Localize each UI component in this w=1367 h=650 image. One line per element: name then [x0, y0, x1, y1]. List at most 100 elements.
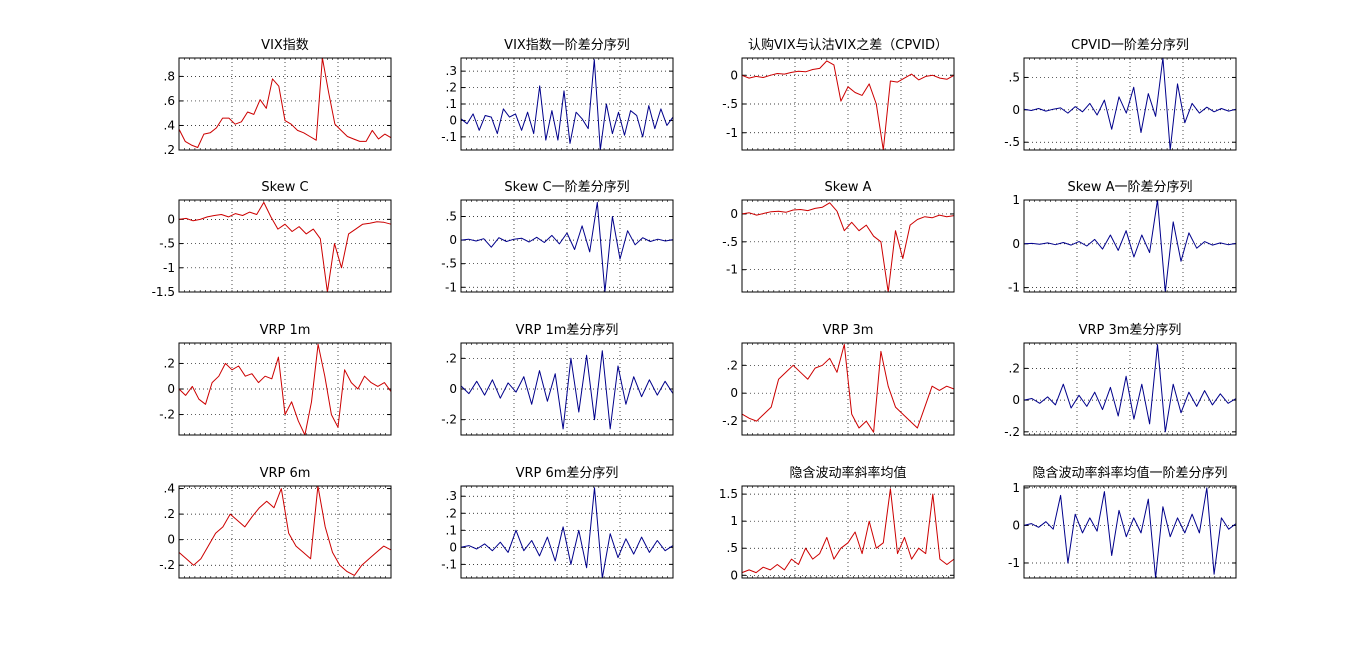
y-tick-label: 0 [730, 207, 738, 221]
series-line-blue [460, 350, 674, 430]
y-tick-label: -.5 [1004, 135, 1020, 149]
subplot-title: Skew A [825, 180, 872, 195]
series-line-red [178, 57, 392, 148]
y-tick-label: .2 [446, 506, 457, 520]
y-tick-label: 0 [1012, 518, 1020, 532]
plot-area [1024, 200, 1236, 292]
subplot-14: VRP 6m差分序列 -.1 0 .1 .2 .3 [441, 466, 674, 579]
subplot-3: 认购VIX与认沽VIX之差（CPVID） -1 -.5 0 [722, 37, 955, 151]
y-tick-label: 0 [449, 540, 457, 554]
axes-box [178, 342, 392, 436]
y-tick-label: -1 [445, 280, 457, 294]
subplot-title: 隐含波动率斜率均值 [789, 465, 906, 481]
plot-area [1024, 343, 1236, 435]
series-line-blue [1023, 199, 1237, 293]
y-tick-label: -1 [726, 126, 738, 140]
y-tick-label: .2 [164, 143, 175, 157]
subplot-title: VRP 3m [823, 323, 874, 338]
series-line-blue [1023, 57, 1237, 151]
axes-box [178, 57, 392, 151]
subplot-title: VRP 6m [260, 466, 311, 481]
axes-box [460, 485, 674, 579]
y-tick-label: 0 [730, 568, 738, 582]
y-tick-label: .1 [446, 97, 457, 111]
subplot-title: VRP 3m差分序列 [1079, 323, 1182, 338]
series-line-blue [460, 201, 674, 293]
subplot-title: 隐含波动率斜率均值一阶差分序列 [1032, 465, 1227, 481]
series-line-red [741, 202, 955, 293]
y-tick-label: .4 [164, 118, 175, 132]
y-tick-label: 1 [1012, 193, 1020, 207]
plot-area [179, 200, 391, 292]
subplot-7: Skew A -1 -.5 0 [722, 180, 955, 293]
subplot-title: Skew C一阶差分序列 [504, 180, 629, 195]
axes-box [460, 342, 674, 436]
y-tick-label: 0 [167, 212, 175, 226]
y-tick-label: .5 [1009, 70, 1020, 84]
y-tick-label: -.5 [441, 257, 457, 271]
subplot-title: VIX指数一阶差分序列 [504, 38, 630, 53]
axes-box [741, 57, 955, 151]
series-line-red [178, 201, 392, 293]
y-tick-label: -1 [726, 263, 738, 277]
y-tick-label: -.2 [159, 408, 175, 422]
y-tick-label: 0 [1012, 103, 1020, 117]
subplot-title: CPVID一阶差分序列 [1071, 38, 1189, 53]
axes-box [460, 199, 674, 293]
subplot-title: VRP 1m [260, 323, 311, 338]
subplot-title: 认购VIX与认沽VIX之差（CPVID） [748, 37, 948, 53]
y-tick-label: .5 [446, 210, 457, 224]
y-tick-label: .2 [446, 81, 457, 95]
subplot-title: Skew A一阶差分序列 [1068, 180, 1193, 195]
y-tick-label: .4 [164, 482, 175, 496]
y-tick-label: 0 [1012, 393, 1020, 407]
series-line-red [741, 60, 955, 151]
y-tick-label: -.2 [441, 413, 457, 427]
y-tick-label: -1 [1008, 556, 1020, 570]
y-tick-label: 0 [449, 382, 457, 396]
axes-box [1023, 199, 1237, 293]
y-tick-label: .2 [164, 356, 175, 370]
y-tick-label: 0 [730, 68, 738, 82]
series-line-blue [460, 487, 674, 579]
y-tick-label: -.5 [722, 235, 738, 249]
y-tick-label: .1 [446, 523, 457, 537]
y-tick-label: 1.5 [719, 487, 738, 501]
subplot-15: 隐含波动率斜率均值 0 .5 1 1.5 [719, 465, 955, 582]
y-tick-label: -.5 [722, 97, 738, 111]
axes-box [460, 57, 674, 151]
plot-area [742, 486, 954, 578]
y-tick-label: .6 [164, 94, 175, 108]
plot-area [179, 58, 391, 150]
y-tick-label: .2 [727, 358, 738, 372]
subplot-2: VIX指数一阶差分序列 -.1 0 .1 .2 .3 [441, 38, 674, 151]
y-tick-label: -1.5 [152, 285, 175, 299]
subplot-11: VRP 3m -.2 0 .2 [722, 323, 955, 436]
series-line-blue [1023, 344, 1237, 433]
y-tick-label: 0 [730, 386, 738, 400]
axes-box [741, 199, 955, 293]
y-tick-label: 0 [167, 533, 175, 547]
y-tick-label: .3 [446, 489, 457, 503]
y-tick-label: -.5 [159, 237, 175, 251]
y-tick-label: -.2 [1004, 425, 1020, 439]
subplot-16: 隐含波动率斜率均值一阶差分序列 -1 0 1 [1008, 465, 1237, 579]
subplot-title: VIX指数 [261, 38, 309, 53]
y-tick-label: .8 [164, 69, 175, 83]
axes-box [178, 485, 392, 579]
subplot-4: CPVID一阶差分序列 -.5 0 .5 [1004, 38, 1237, 151]
y-tick-label: .2 [446, 351, 457, 365]
plot-area [1024, 486, 1236, 578]
y-tick-label: 0 [449, 233, 457, 247]
y-tick-label: -.2 [159, 558, 175, 572]
axes-box [1023, 57, 1237, 151]
plot-area [1024, 58, 1236, 150]
y-tick-label: 1 [1012, 481, 1020, 495]
series-line-red [741, 488, 955, 574]
y-tick-label: -.2 [722, 414, 738, 428]
y-tick-label: .2 [164, 507, 175, 521]
subplot-5: Skew C -1.5 -1 -.5 0 [152, 180, 392, 299]
axes-box [741, 485, 955, 579]
y-tick-label: .2 [1009, 361, 1020, 375]
